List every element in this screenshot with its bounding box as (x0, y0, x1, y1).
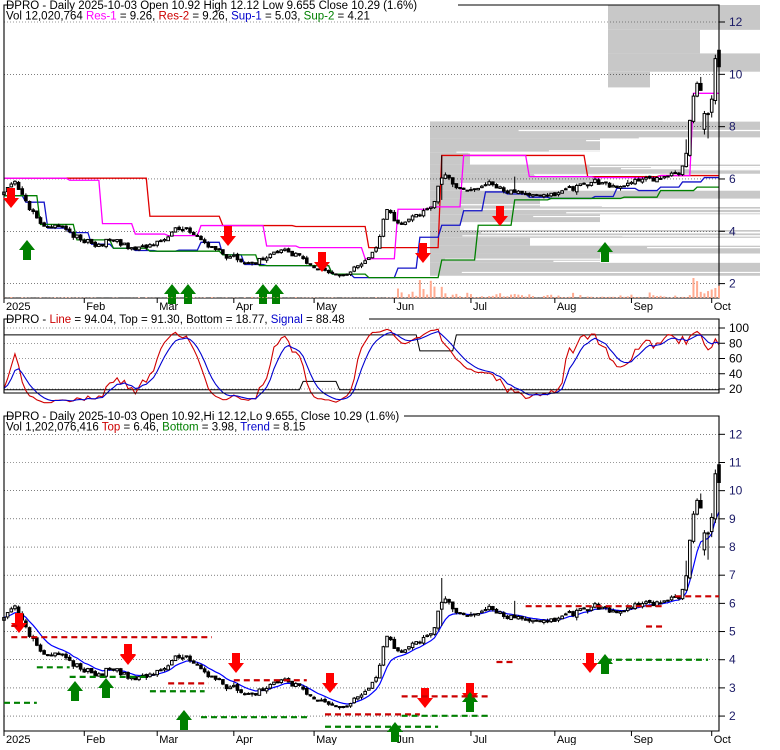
svg-text:Jul: Jul (473, 734, 487, 745)
svg-text:8: 8 (729, 540, 736, 554)
svg-text:60: 60 (729, 352, 743, 366)
svg-text:7: 7 (729, 568, 736, 582)
svg-text:10: 10 (729, 67, 743, 81)
svg-text:May: May (316, 734, 337, 745)
svg-text:Feb: Feb (86, 301, 105, 313)
svg-text:2025: 2025 (6, 734, 30, 745)
svg-text:Mar: Mar (159, 734, 178, 745)
svg-text:10: 10 (729, 484, 743, 498)
svg-text:May: May (316, 301, 337, 313)
svg-text:Vol 1,202,076,416 Top = 6.46,: Vol 1,202,076,416 Top = 6.46, Bottom = 3… (6, 422, 305, 434)
svg-text:11: 11 (729, 455, 742, 469)
svg-text:9: 9 (729, 512, 736, 526)
svg-text:6: 6 (729, 172, 736, 186)
svg-text:Jun: Jun (396, 301, 414, 313)
svg-text:4: 4 (729, 653, 736, 667)
svg-text:3: 3 (729, 681, 736, 695)
svg-text:Oct: Oct (714, 734, 731, 745)
svg-text:20: 20 (729, 382, 743, 396)
svg-text:2: 2 (729, 709, 736, 723)
svg-text:80: 80 (729, 336, 743, 350)
svg-text:Vol 12,020,764 Res-1 = 9.26, R: Vol 12,020,764 Res-1 = 9.26, Res-2 = 9.2… (6, 11, 370, 23)
svg-text:Feb: Feb (86, 734, 105, 745)
svg-text:8: 8 (729, 120, 736, 134)
svg-text:DPRO - Line = 94.04, Top = 91.: DPRO - Line = 94.04, Top = 91.30, Bottom… (6, 314, 345, 326)
svg-text:12: 12 (729, 427, 743, 441)
svg-text:Sep: Sep (633, 301, 653, 313)
svg-text:Aug: Aug (557, 734, 577, 745)
svg-text:5: 5 (729, 625, 736, 639)
svg-text:Apr: Apr (236, 734, 253, 745)
svg-text:4: 4 (729, 224, 736, 238)
svg-text:Apr: Apr (236, 301, 253, 313)
svg-text:Oct: Oct (714, 301, 731, 313)
svg-text:Sep: Sep (633, 734, 653, 745)
svg-text:100: 100 (729, 321, 749, 335)
svg-text:Aug: Aug (557, 301, 577, 313)
svg-text:2025: 2025 (6, 301, 30, 313)
svg-text:6: 6 (729, 596, 736, 610)
svg-text:2: 2 (729, 277, 736, 291)
svg-text:Jul: Jul (473, 301, 487, 313)
svg-text:40: 40 (729, 367, 743, 381)
svg-text:12: 12 (729, 15, 743, 29)
